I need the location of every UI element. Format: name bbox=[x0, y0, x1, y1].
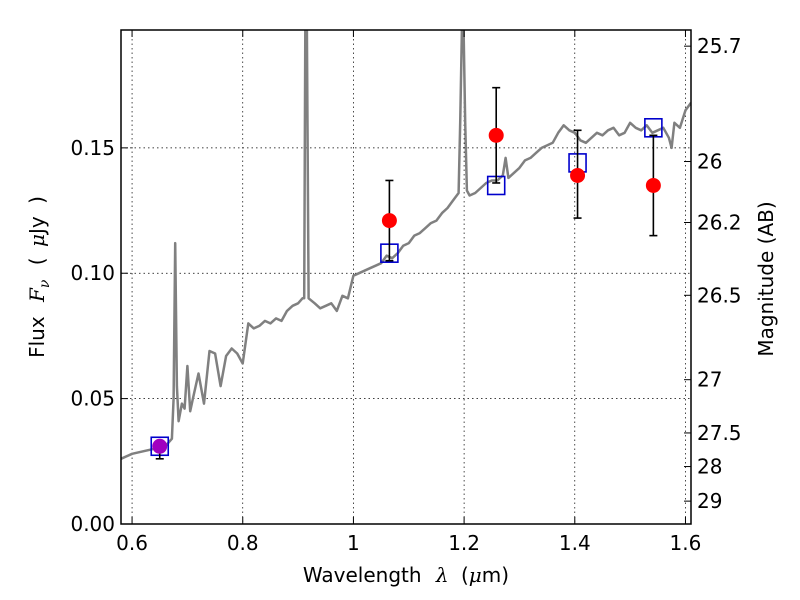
y-axis-label-prefix: Flux bbox=[25, 316, 49, 358]
y2-tick-label: 28 bbox=[697, 455, 722, 479]
y-tick-label: 0.15 bbox=[70, 136, 115, 160]
observed-point bbox=[645, 177, 661, 193]
observed-point bbox=[381, 213, 397, 229]
y2-tick-label: 25.7 bbox=[697, 34, 742, 58]
y-tick-label: 0.05 bbox=[70, 387, 115, 411]
y-tick-label: 0.10 bbox=[70, 261, 115, 285]
y-axis-label: Flux Fν ( μJy ) bbox=[25, 196, 54, 358]
x-axis-label-prefix: Wavelength bbox=[303, 563, 422, 587]
observed-point bbox=[152, 438, 168, 454]
axis-ticks: 0.6 0.8 1 1.2 1.4 1.6 0.00 0.05 0.10 0.15 25.7 26 26… bbox=[70, 30, 742, 555]
x-tick-label: 0.8 bbox=[227, 531, 259, 555]
x-tick-label: 1 bbox=[347, 531, 360, 555]
x-tick-label: 1.2 bbox=[448, 531, 480, 555]
x-axis-label-unit-mu: μ bbox=[469, 563, 482, 587]
y-axis-label-unit-mu: μ bbox=[25, 234, 49, 247]
y2-tick-label: 27 bbox=[697, 368, 722, 392]
right-axis-label: Magnitude (AB) bbox=[754, 201, 778, 356]
y-axis-label-unit-open: ( bbox=[25, 257, 49, 265]
y2-tick-label: 29 bbox=[697, 489, 722, 513]
observed-point bbox=[570, 167, 586, 183]
spectrum-line bbox=[121, 30, 691, 460]
x-tick-label: 0.6 bbox=[116, 531, 148, 555]
y-tick-label: 0.00 bbox=[70, 512, 115, 536]
y-axis-label-unit-close: ) bbox=[25, 196, 49, 204]
observed-point bbox=[488, 127, 504, 143]
y-axis-label-symbol: F bbox=[25, 287, 49, 303]
model-photometry-layer bbox=[150, 117, 663, 457]
y2-tick-label: 26.2 bbox=[697, 211, 742, 235]
x-axis-label-symbol: λ bbox=[435, 563, 449, 587]
y2-tick-label: 26 bbox=[697, 150, 722, 174]
y-axis-label-unit-rest: Jy bbox=[25, 216, 49, 236]
observed-photometry-layer bbox=[152, 86, 661, 460]
spectrum-layer bbox=[121, 30, 691, 460]
plot-frame bbox=[120, 29, 692, 525]
x-axis-label-unit-open: ( bbox=[461, 563, 469, 587]
grid-lines bbox=[121, 30, 691, 524]
x-tick-label: 1.6 bbox=[670, 531, 702, 555]
y-axis-label-subscript: ν bbox=[37, 279, 53, 288]
x-axis-label-unit-rest: m) bbox=[482, 563, 509, 587]
y2-tick-label: 27.5 bbox=[697, 421, 742, 445]
y2-tick-label: 26.5 bbox=[697, 283, 742, 307]
x-tick-label: 1.4 bbox=[559, 531, 591, 555]
x-axis-label: Wavelength λ (μm) bbox=[303, 563, 509, 587]
